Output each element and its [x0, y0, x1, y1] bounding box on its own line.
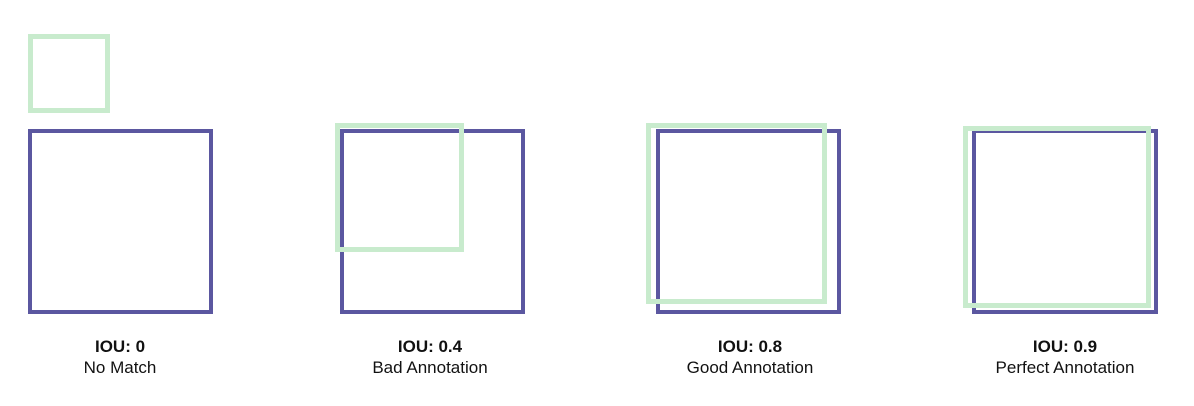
prediction-box-perfect-annotation [963, 126, 1151, 308]
caption-perfect-annotation: IOU: 0.9 Perfect Annotation [945, 336, 1185, 378]
ground-truth-box-perfect-annotation [972, 129, 1158, 314]
verdict-label: Perfect Annotation [995, 358, 1135, 377]
verdict-label: Bad Annotation [372, 358, 488, 377]
caption-good-annotation: IOU: 0.8 Good Annotation [630, 336, 870, 378]
ground-truth-box-good-annotation [656, 129, 841, 314]
iou-label: IOU: 0.8 [717, 337, 783, 356]
iou-label: IOU: 0.4 [397, 337, 463, 356]
prediction-box-good-annotation [646, 123, 827, 304]
verdict-label: No Match [83, 358, 157, 377]
verdict-label: Good Annotation [686, 358, 814, 377]
prediction-box-bad-annotation [335, 123, 464, 252]
caption-no-match: IOU: 0 No Match [0, 336, 240, 378]
ground-truth-box-no-match [28, 129, 213, 314]
prediction-box-no-match [28, 34, 110, 113]
ground-truth-box-bad-annotation [340, 129, 525, 314]
iou-label: IOU: 0.9 [1032, 337, 1098, 356]
iou-label: IOU: 0 [94, 337, 146, 356]
caption-bad-annotation: IOU: 0.4 Bad Annotation [310, 336, 550, 378]
